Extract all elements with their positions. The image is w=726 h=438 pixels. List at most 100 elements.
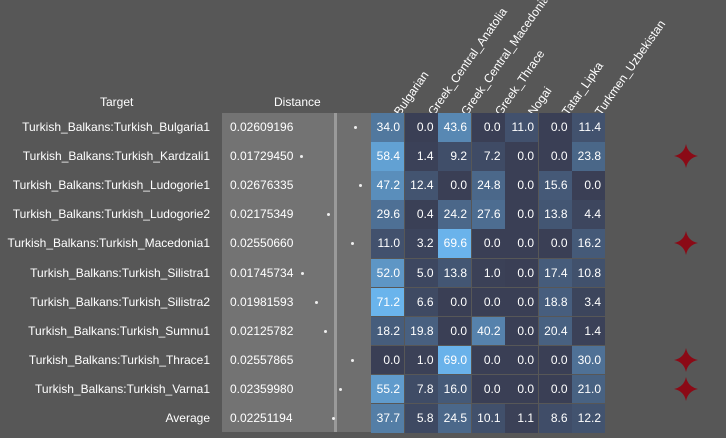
heatmap-cell: 4.4 [572,200,605,229]
distance-value: 0.02175349 [230,207,294,222]
heatmap-cell: 5.8 [404,404,438,433]
row-label: Average [165,411,210,425]
distance-separator [334,113,337,432]
heatmap-cell: 10.1 [471,404,505,433]
heatmap-cell: 43.6 [438,113,471,142]
distance-value: 0.01729450 [230,149,294,164]
heatmap-cell: 1.1 [505,404,538,433]
heatmap-cell: 18.2 [371,316,404,346]
heatmap-cell: 29.6 [371,200,404,229]
heatmap-cell: 0.0 [471,113,505,142]
heatmap-cell: 0.0 [538,345,572,375]
heatmap-cell: 0.0 [404,113,438,142]
distance-value: 0.02557865 [230,352,294,367]
heatmap-cell: 20.4 [538,316,572,346]
heatmap-cell: 0.0 [371,345,404,375]
heatmap-cell: 0.4 [404,200,438,229]
target-header: Target [100,95,134,109]
heatmap-cell: 0.0 [505,258,538,287]
distance-header: Distance [274,95,321,109]
distance-dot [324,329,328,333]
heatmap-cell: 3.2 [404,229,438,258]
distance-dot [315,300,319,304]
heatmap-cell: 0.0 [471,345,505,375]
heatmap-cell: 69.6 [438,229,471,258]
heatmap-cell: 24.2 [438,200,471,229]
distance-value: 0.02359980 [230,381,294,396]
heatmap-cell: 12.2 [572,404,605,433]
heatmap-cell: 40.2 [471,316,505,346]
heatmap-cell: 9.2 [438,142,471,171]
heatmap-cell: 37.7 [371,404,404,433]
heatmap-cell: 0.0 [505,200,538,229]
heatmap-cell: 52.0 [371,258,404,287]
row-label: Turkish_Balkans:Turkish_Sumnu1 [28,323,210,338]
distance-value: 0.02251194 [230,411,293,425]
distance-dot [358,184,362,188]
heatmap-cell: 0.0 [505,229,538,258]
distance-dot [350,242,354,246]
heatmap-cell: 1.4 [404,142,438,171]
heatmap-cell: 55.2 [371,374,404,404]
heatmap-cell: 0.0 [471,229,505,258]
heatmap-cell: 0.0 [538,142,572,171]
heatmap-cell: 71.2 [371,287,404,317]
distance-dot [332,417,336,420]
heatmap-cell: 0.0 [505,345,538,375]
heatmap-cell: 1.0 [404,345,438,375]
heatmap-cell: 7.8 [404,374,438,404]
row-label: Turkish_Balkans:Turkish_Silistra1 [30,265,210,280]
heatmap-cell: 0.0 [438,287,471,317]
red-star-marker [674,376,698,401]
row-label: Turkish_Balkans:Turkish_Kardzali1 [22,149,210,164]
heatmap-cell: 13.8 [438,258,471,287]
heatmap-cell: 24.5 [438,404,471,433]
heatmap-cell: 0.0 [505,287,538,317]
heatmap-cell: 0.0 [538,229,572,258]
heatmap-cell: 5.0 [404,258,438,287]
distance-value: 0.01981593 [230,294,294,309]
heatmap-cell: 0.0 [505,374,538,404]
distance-value: 0.02609196 [230,120,294,134]
heatmap-cell: 8.6 [538,404,572,433]
heatmap-cell: 0.0 [538,113,572,142]
heatmap-cell: 0.0 [505,171,538,200]
distance-dot [351,358,355,362]
heatmap-cell: 7.2 [471,142,505,171]
heatmap-cell: 10.8 [572,258,605,287]
heatmap-cell: 0.0 [438,316,471,346]
distance-dot [327,213,331,217]
heatmap-cell: 24.8 [471,171,505,200]
heatmap-cell: 21.0 [572,374,605,404]
heatmap-cell: 11.0 [371,229,404,258]
heatmap-cell: 0.0 [572,171,605,200]
heatmap-cell: 47.2 [371,171,404,200]
distance-dot-panel [337,113,371,432]
distance-dot [354,126,358,129]
heatmap-cell: 19.8 [404,316,438,346]
heatmap-cell: 69.0 [438,345,471,375]
heatmap-cell: 0.0 [505,142,538,171]
heatmap-cell: 58.4 [371,142,404,171]
heatmap-cell: 17.4 [538,258,572,287]
distance-dot [299,155,303,159]
distance-value: 0.02550660 [230,236,294,251]
distance-value: 0.02676335 [230,178,294,193]
red-star-marker [674,231,698,256]
row-label: Turkish_Balkans:Turkish_Ludogorie2 [12,207,210,222]
heatmap-cell: 0.0 [538,374,572,404]
heatmap-cell: 0.0 [505,316,538,346]
heatmap-cell: 11.4 [572,113,605,142]
heatmap-cell: 27.6 [471,200,505,229]
heatmap-cell: 1.0 [471,258,505,287]
heatmap-cell: 23.8 [572,142,605,171]
row-label: Turkish_Balkans:Turkish_Silistra2 [30,294,210,309]
heatmap-cell: 12.4 [404,171,438,200]
heatmap-cell: 13.8 [538,200,572,229]
heatmap-cell: 1.4 [572,316,605,346]
distance-dot [338,387,342,391]
red-star-marker [674,347,698,372]
distance-value: 0.01745734 [230,265,294,280]
heatmap-cell: 0.0 [471,287,505,317]
heatmap-cell: 11.0 [505,113,538,142]
